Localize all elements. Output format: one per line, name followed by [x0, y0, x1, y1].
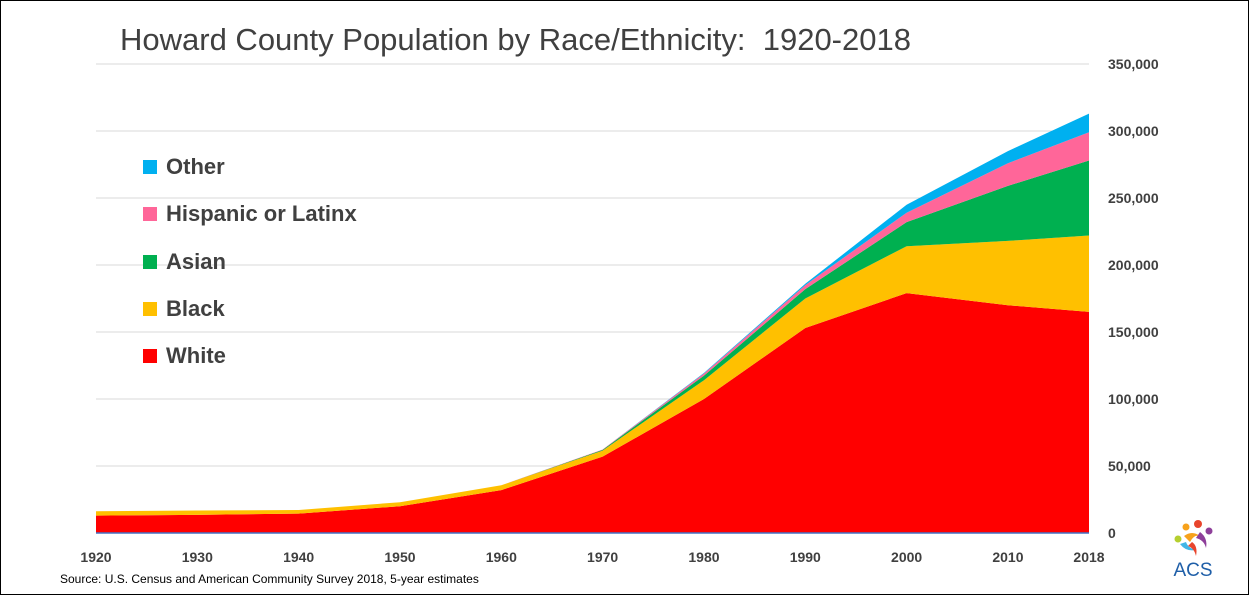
logo-swoosh-blue — [1180, 542, 1196, 551]
y-tick-label: 50,000 — [1108, 458, 1151, 474]
legend-label-black: Black — [166, 296, 225, 321]
area-asian — [96, 160, 1089, 512]
x-tick-label: 1960 — [486, 549, 517, 565]
y-axis-ticks: 0 50,000 100,000 150,000 200,000 250,000 300,0… — [1108, 56, 1159, 541]
area-black — [96, 235, 1089, 516]
acs-logo: ACS — [1173, 520, 1213, 580]
y-tick-label: 250,000 — [1108, 190, 1159, 206]
x-tick-label: 1980 — [688, 549, 719, 565]
logo-text: ACS — [1173, 560, 1212, 580]
x-tick-label: 1950 — [384, 549, 415, 565]
x-tick-label: 2018 — [1073, 549, 1104, 565]
legend-item-hispanic: Hispanic or Latinx — [143, 199, 357, 229]
legend-item-asian: Asian — [143, 247, 226, 277]
legend-label-asian: Asian — [166, 249, 226, 274]
legend-swatch-asian — [143, 255, 157, 269]
x-tick-label: 1940 — [283, 549, 314, 565]
x-tick-label: 1970 — [587, 549, 618, 565]
area-white — [96, 293, 1089, 533]
chart-title: Howard County Population by Race/Ethnici… — [120, 22, 911, 57]
x-axis-ticks: 1920 1930 1940 1950 1960 1970 1980 1990 2000 2010… — [80, 549, 1104, 565]
x-tick-label: 2000 — [891, 549, 922, 565]
logo-dot-green — [1174, 535, 1182, 543]
y-tick-label: 100,000 — [1108, 391, 1159, 407]
legend-swatch-other — [143, 160, 157, 174]
logo-dot-purple — [1205, 527, 1213, 535]
logo-dot-red — [1194, 520, 1202, 528]
y-tick-label: 150,000 — [1108, 324, 1159, 340]
legend-label-hispanic: Hispanic or Latinx — [166, 201, 357, 226]
x-tick-label: 1990 — [790, 549, 821, 565]
y-tick-label: 350,000 — [1108, 56, 1159, 72]
y-tick-label: 0 — [1108, 525, 1116, 541]
legend-swatch-white — [143, 349, 157, 363]
x-tick-label: 1920 — [80, 549, 111, 565]
logo-swoosh-orange — [1184, 533, 1200, 542]
logo-swoosh-purple — [1196, 532, 1207, 548]
legend-item-other: Other — [143, 152, 225, 182]
logo-dot-orange — [1182, 523, 1190, 531]
area-series — [96, 113, 1089, 534]
legend-label-white: White — [166, 343, 226, 368]
source-note: Source: U.S. Census and American Communi… — [60, 572, 479, 586]
x-tick-label: 2010 — [992, 549, 1023, 565]
legend-item-black: Black — [143, 294, 225, 324]
x-tick-label: 1930 — [182, 549, 213, 565]
legend-swatch-hispanic — [143, 207, 157, 221]
legend-swatch-black — [143, 302, 157, 316]
y-tick-label: 200,000 — [1108, 257, 1159, 273]
logo-swoosh-red — [1188, 542, 1197, 556]
legend-item-white: White — [143, 341, 226, 371]
y-tick-label: 300,000 — [1108, 123, 1159, 139]
legend-label-other: Other — [166, 154, 225, 179]
